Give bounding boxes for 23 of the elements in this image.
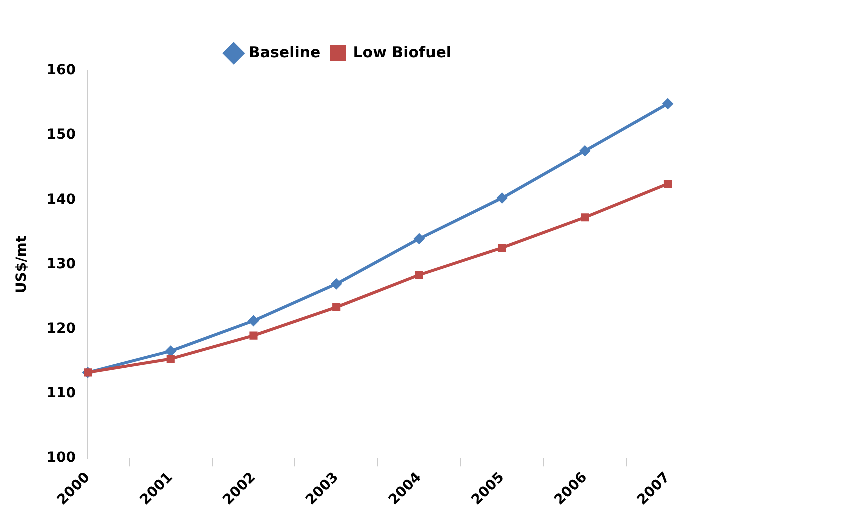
point xyxy=(580,146,591,157)
y-tick-label: 100 xyxy=(46,450,76,466)
legend-label: Low Biofuel xyxy=(353,43,452,62)
point xyxy=(331,278,342,290)
point xyxy=(415,271,424,280)
legend-label: Baseline xyxy=(248,43,321,62)
point xyxy=(496,192,508,204)
y-tick-label: 140 xyxy=(46,192,76,208)
point xyxy=(664,180,672,188)
y-tick-label: 160 xyxy=(46,62,76,79)
point xyxy=(414,233,425,244)
point xyxy=(166,355,175,364)
y-axis-title: US$/mt xyxy=(14,236,30,294)
y-tick-label: 110 xyxy=(46,386,76,402)
y-tick-label: 130 xyxy=(46,256,76,272)
point xyxy=(498,244,506,252)
point xyxy=(250,332,258,340)
y-tick-label: 120 xyxy=(46,321,76,338)
point xyxy=(662,98,674,110)
point xyxy=(248,315,260,326)
y-tick-label: 150 xyxy=(46,127,76,144)
point xyxy=(581,214,590,222)
point xyxy=(332,303,341,312)
